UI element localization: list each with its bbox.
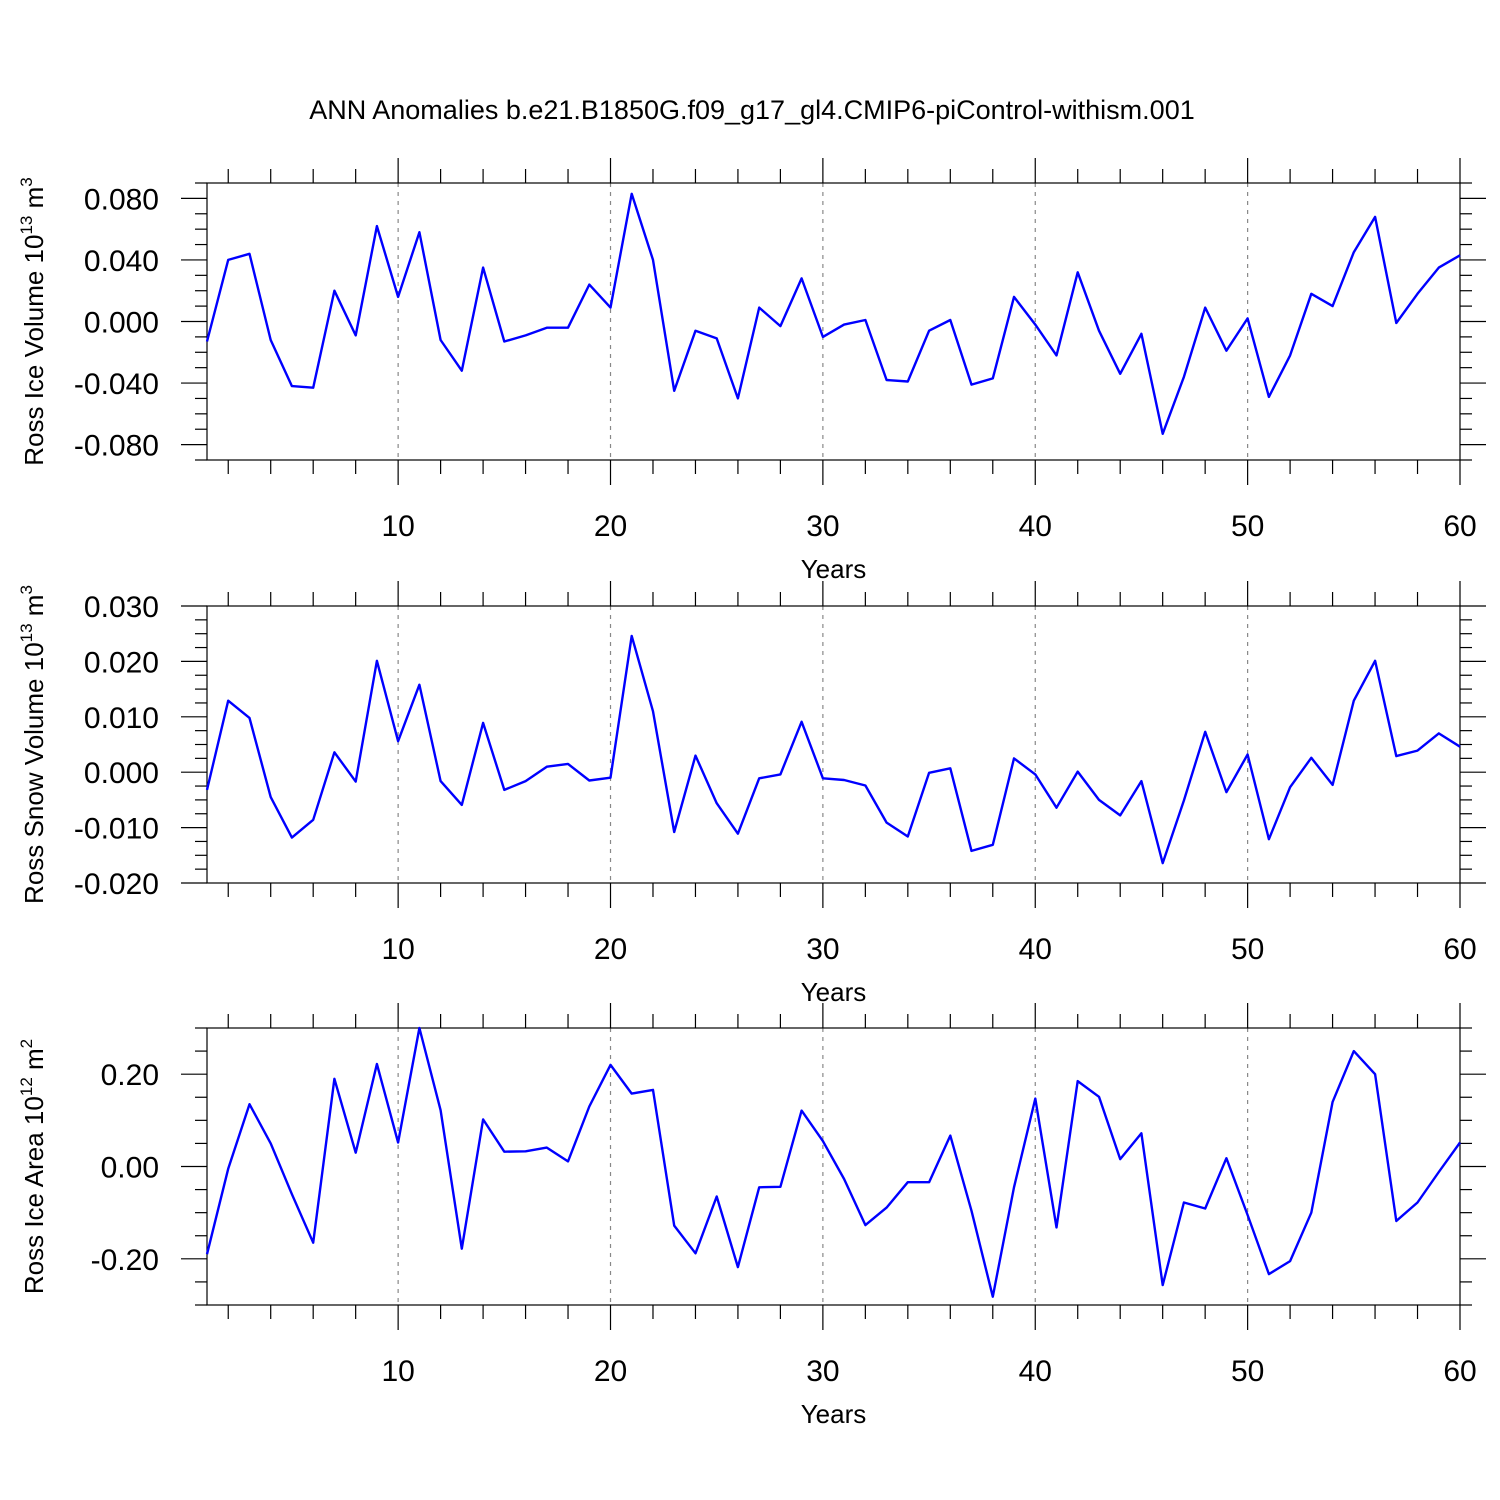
y-tick-label: 0.20 [101,1059,159,1092]
y-axis-label: Ross Ice Area 1012 m2 [17,1039,49,1294]
y-tick-label: 0.040 [84,245,159,278]
series-line-ross-ice-volume [205,192,1461,435]
y-tick-label: -0.080 [74,430,159,463]
y-axis-label-units: m [19,595,49,624]
x-tick-label: 10 [381,1355,414,1388]
y-axis-label-text: Ross Snow Volume 10 [19,642,49,904]
x-tick-label: 40 [1019,933,1052,966]
y-tick-label: 0.030 [84,591,159,624]
x-tick-label: 20 [594,510,627,543]
y-tick-label: 0.000 [84,307,159,340]
y-tick-label: 0.080 [84,183,159,216]
x-tick-label: 30 [806,933,839,966]
x-tick-label: 60 [1443,933,1476,966]
x-tick-label: 20 [594,1355,627,1388]
y-tick-label: 0.00 [101,1152,159,1185]
y-axis-label-text: Ross Ice Volume 10 [19,235,49,466]
x-axis-label: Years [801,977,867,1007]
x-tick-label: 60 [1443,510,1476,543]
x-tick-label: 30 [806,510,839,543]
y-tick-label: -0.20 [91,1244,159,1277]
y-tick-label: 0.020 [84,646,159,679]
x-tick-label: 60 [1443,1355,1476,1388]
x-tick-label: 30 [806,1355,839,1388]
x-axis-label: Years [801,1399,867,1429]
x-tick-label: 10 [381,510,414,543]
panel-ross-ice-area: 10 20 30 40 50 60 0.20 0.00 -0.20 Years Ross Ice A… [17,1003,1486,1429]
y-axis-label-exponent: 13 [17,216,36,235]
y-axis-label-units-exponent: 3 [17,585,36,594]
x-tick-label: 10 [381,933,414,966]
y-axis-label-units: m [19,1048,49,1077]
y-tick-label: -0.010 [74,813,159,846]
y-axis-label: Ross Snow Volume 1013 m3 [17,585,49,904]
y-axis-label-units: m [19,187,49,216]
panel-ross-snow-volume: 10 20 30 40 50 60 0.030 0.020 0.010 0.000 -0.010 -0… [17,581,1486,1007]
x-tick-label: 40 [1019,1355,1052,1388]
chart-title: ANN Anomalies b.e21.B1850G.f09_g17_gl4.C… [309,95,1194,125]
y-axis-label-exponent: 12 [17,1077,36,1096]
series-line-ross-ice-area [205,1026,1461,1298]
panel-ross-ice-volume: 10 20 30 40 50 60 0.080 0.040 0.000 -0.040 -0.080 Y… [17,158,1486,584]
y-axis-label-exponent: 13 [17,623,36,642]
x-tick-label: 40 [1019,510,1052,543]
x-tick-label: 50 [1231,933,1264,966]
y-axis-label-text: Ross Ice Area 10 [19,1096,49,1294]
y-tick-label: -0.020 [74,868,159,901]
y-tick-label: 0.000 [84,757,159,790]
series-line-ross-snow-volume [205,634,1461,865]
x-tick-label: 20 [594,933,627,966]
x-axis-label: Years [801,554,867,584]
y-axis-label: Ross Ice Volume 1013 m3 [17,177,49,466]
x-tick-label: 50 [1231,510,1264,543]
plot-frame [206,1027,1461,1306]
y-tick-label: -0.040 [74,368,159,401]
plot-frame [206,182,1461,461]
y-axis-label-units-exponent: 3 [17,177,36,186]
y-axis-label-units-exponent: 2 [17,1039,36,1048]
y-tick-label: 0.010 [84,702,159,735]
x-tick-label: 50 [1231,1355,1264,1388]
plot-frame [206,605,1461,884]
